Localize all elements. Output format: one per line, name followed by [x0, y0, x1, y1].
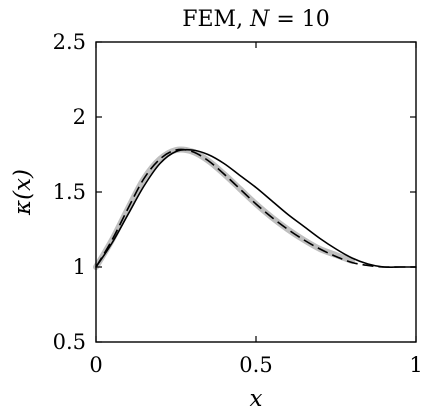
x-tick-label: 1	[409, 353, 422, 377]
series-line-2	[95, 148, 416, 268]
y-tick-label: 1	[73, 255, 86, 279]
series-line-3	[95, 148, 417, 269]
y-tick-label: 0.5	[53, 330, 86, 354]
x-tick-label: 0	[89, 353, 102, 377]
series-layer	[93, 146, 417, 270]
plot-frame	[95, 41, 417, 343]
y-axis-label: κ(x)	[10, 169, 36, 216]
series-line-1	[93, 146, 355, 270]
y-tick-label: 2	[73, 105, 86, 129]
y-tick-label: 1.5	[53, 180, 86, 204]
chart-title: FEM, N = 10	[182, 7, 330, 32]
ticks-layer: 0 0.5 10.511.522.5	[53, 30, 423, 377]
x-axis-label: x	[250, 386, 263, 412]
y-tick-label: 2.5	[53, 30, 86, 54]
x-tick-label: 0.5	[239, 353, 272, 377]
